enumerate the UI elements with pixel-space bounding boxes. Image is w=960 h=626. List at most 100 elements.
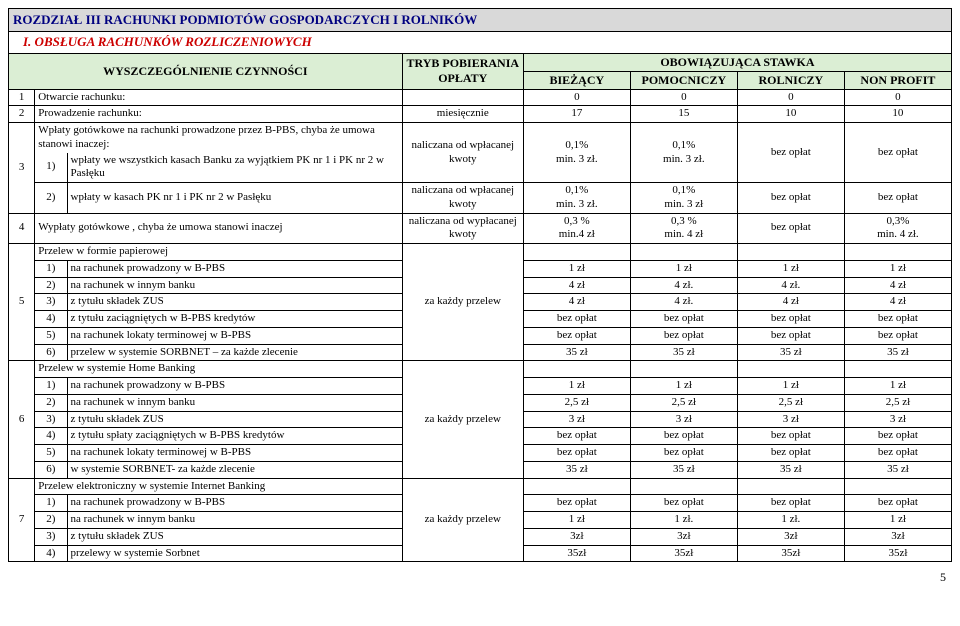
sub-num: 3) <box>35 294 67 311</box>
rate-cell: 10 <box>844 106 951 123</box>
rate-cell: bez opłat <box>844 311 951 328</box>
rate-cell <box>523 478 630 495</box>
rate-cell <box>737 361 844 378</box>
rate-cell: bez opłat <box>844 183 951 214</box>
row-num: 1 <box>9 89 35 106</box>
rate-cell: 0 <box>737 89 844 106</box>
chapter-heading: ROZDZIAŁ III RACHUNKI PODMIOTÓW GOSPODAR… <box>9 9 952 32</box>
rate-cell: 1 zł. <box>630 512 737 529</box>
rate-cell: 1 zł <box>844 378 951 395</box>
rate-cell: 35zł <box>630 545 737 562</box>
row-desc: Przelew w systemie Home Banking <box>35 361 402 378</box>
rate-cell: bez opłat <box>844 428 951 445</box>
row-mode: za każdy przelew <box>402 478 523 562</box>
row-mode: za każdy przelew <box>402 361 523 478</box>
rate-cell <box>523 244 630 261</box>
rate-cell: 1 zł <box>844 512 951 529</box>
rate-cell: 4 zł <box>523 294 630 311</box>
rate-cell: 4 zł <box>737 294 844 311</box>
sub-desc: na rachunek prowadzony w B-PBS <box>67 378 402 395</box>
rate-cell: bez opłat <box>844 327 951 344</box>
row-mode: naliczana od wpłacanej kwoty <box>402 123 523 183</box>
row-desc: Przelew w formie papierowej <box>35 244 402 261</box>
rate-cell: bez opłat <box>737 311 844 328</box>
table-row: 4 Wypłaty gotówkowe , chyba że umowa sta… <box>9 213 952 244</box>
rate-cell: 1 zł <box>523 378 630 395</box>
sub-num: 4) <box>35 428 67 445</box>
rate-cell: bez opłat <box>737 445 844 462</box>
sub-num: 4) <box>35 311 67 328</box>
row-mode: miesięcznie <box>402 106 523 123</box>
sub-num: 2) <box>35 277 67 294</box>
rate-cell: 3 zł <box>737 411 844 428</box>
table-row: 3 Wpłaty gotówkowe na rachunki prowadzon… <box>9 123 952 153</box>
rate-cell <box>523 361 630 378</box>
rate-cell: bez opłat <box>630 311 737 328</box>
rate-cell: bez opłat <box>844 123 951 183</box>
sub-num: 6) <box>35 344 67 361</box>
rate-cell: 0,3 %min. 4 zł <box>630 213 737 244</box>
rate-cell: 35 zł <box>737 344 844 361</box>
rate-cell: bez opłat <box>630 327 737 344</box>
sub-num: 1) <box>35 378 67 395</box>
sub-desc: na rachunek w innym banku <box>67 512 402 529</box>
rate-cell <box>844 244 951 261</box>
rate-cell: 3 zł <box>844 411 951 428</box>
rate-cell <box>844 361 951 378</box>
sub-desc: wpłaty we wszystkich kasach Banku za wyj… <box>67 153 402 183</box>
rate-cell: bez opłat <box>737 213 844 244</box>
rate-cell: bez opłat <box>523 327 630 344</box>
rate-cell: 0,3%min. 4 zł. <box>844 213 951 244</box>
sub-desc: z tytułu składek ZUS <box>67 411 402 428</box>
table-row: 6 Przelew w systemie Home Banking za każ… <box>9 361 952 378</box>
rate-cell: 15 <box>630 106 737 123</box>
rate-cell <box>630 244 737 261</box>
rate-cell <box>844 478 951 495</box>
sub-desc: przelew w systemie SORBNET – za każde zl… <box>67 344 402 361</box>
sub-num: 3) <box>35 411 67 428</box>
rate-cell: 4 zł <box>844 277 951 294</box>
sub-desc: w systemie SORBNET- za każde zlecenie <box>67 461 402 478</box>
row-num: 4 <box>9 213 35 244</box>
rate-cell: 1 zł <box>630 260 737 277</box>
rate-cell: bez opłat <box>523 428 630 445</box>
rate-cell: bez opłat <box>737 495 844 512</box>
row-num: 7 <box>9 478 35 562</box>
rate-cell: 3zł <box>737 528 844 545</box>
row-num: 5 <box>9 244 35 361</box>
rate-cell: 1 zł <box>844 260 951 277</box>
rate-cell: 35 zł <box>844 344 951 361</box>
rate-cell: 3zł <box>630 528 737 545</box>
rate-cell: 0 <box>844 89 951 106</box>
rate-cell: 35 zł <box>844 461 951 478</box>
row-num: 3 <box>9 123 35 214</box>
sub-num: 1) <box>35 153 67 183</box>
rate-cell: 35zł <box>737 545 844 562</box>
rate-cell: 1 zł <box>737 260 844 277</box>
col-mode: TRYB POBIERANIA OPŁATY <box>402 53 523 89</box>
sub-desc: na rachunek lokaty terminowej w B-PBS <box>67 327 402 344</box>
row-desc: Prowadzenie rachunku: <box>35 106 402 123</box>
sub-num: 1) <box>35 260 67 277</box>
rate-cell: 2,5 zł <box>630 394 737 411</box>
rate-cell: 1 zł. <box>737 512 844 529</box>
sub-num: 6) <box>35 461 67 478</box>
row-mode <box>402 89 523 106</box>
table-row: 2 Prowadzenie rachunku: miesięcznie 17 1… <box>9 106 952 123</box>
rate-cell: 0,1%min. 3 zł. <box>523 183 630 214</box>
rate-cell: 3zł <box>523 528 630 545</box>
rate-cell: 35 zł <box>523 344 630 361</box>
sub-num: 4) <box>35 545 67 562</box>
col-aux: POMOCNICZY <box>630 71 737 89</box>
section-heading: I. OBSŁUGA RACHUNKÓW ROZLICZENIOWYCH <box>9 32 952 53</box>
sub-desc: przelewy w systemie Sorbnet <box>67 545 402 562</box>
rate-cell: 10 <box>737 106 844 123</box>
sub-desc: na rachunek w innym banku <box>67 394 402 411</box>
sub-desc: z tytułu zaciągniętych w B-PBS kredytów <box>67 311 402 328</box>
col-rate: OBOWIĄZUJĄCA STAWKA <box>523 53 951 71</box>
rate-cell: 0 <box>523 89 630 106</box>
sub-num: 1) <box>35 495 67 512</box>
rate-cell: 0,1%min. 3 zł <box>630 183 737 214</box>
rate-cell: 35zł <box>523 545 630 562</box>
sub-desc: na rachunek prowadzony w B-PBS <box>67 260 402 277</box>
